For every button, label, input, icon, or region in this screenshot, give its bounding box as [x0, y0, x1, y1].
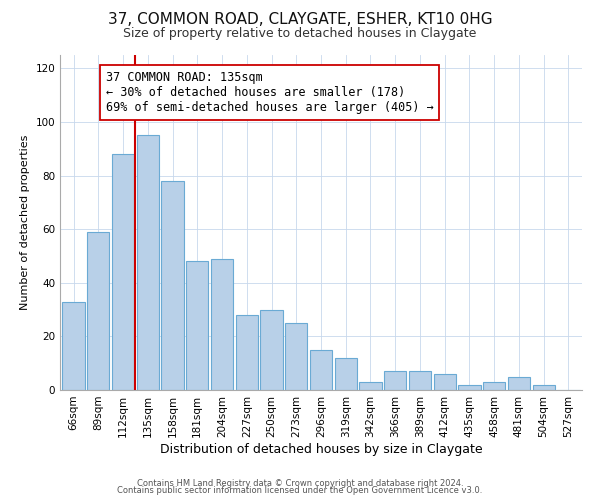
X-axis label: Distribution of detached houses by size in Claygate: Distribution of detached houses by size … — [160, 442, 482, 456]
Bar — [285, 323, 307, 390]
Bar — [260, 310, 283, 390]
Bar — [335, 358, 357, 390]
Text: Contains HM Land Registry data © Crown copyright and database right 2024.: Contains HM Land Registry data © Crown c… — [137, 478, 463, 488]
Bar — [186, 262, 208, 390]
Y-axis label: Number of detached properties: Number of detached properties — [20, 135, 30, 310]
Bar — [112, 154, 134, 390]
Bar — [211, 258, 233, 390]
Bar — [458, 384, 481, 390]
Bar — [508, 376, 530, 390]
Bar — [533, 384, 555, 390]
Bar — [62, 302, 85, 390]
Text: 37, COMMON ROAD, CLAYGATE, ESHER, KT10 0HG: 37, COMMON ROAD, CLAYGATE, ESHER, KT10 0… — [107, 12, 493, 28]
Bar — [483, 382, 505, 390]
Bar — [137, 136, 159, 390]
Bar — [434, 374, 456, 390]
Text: Contains public sector information licensed under the Open Government Licence v3: Contains public sector information licen… — [118, 486, 482, 495]
Bar — [384, 371, 406, 390]
Text: Size of property relative to detached houses in Claygate: Size of property relative to detached ho… — [124, 28, 476, 40]
Text: 37 COMMON ROAD: 135sqm
← 30% of detached houses are smaller (178)
69% of semi-de: 37 COMMON ROAD: 135sqm ← 30% of detached… — [106, 71, 434, 114]
Bar — [87, 232, 109, 390]
Bar — [236, 315, 258, 390]
Bar — [409, 371, 431, 390]
Bar — [161, 181, 184, 390]
Bar — [359, 382, 382, 390]
Bar — [310, 350, 332, 390]
